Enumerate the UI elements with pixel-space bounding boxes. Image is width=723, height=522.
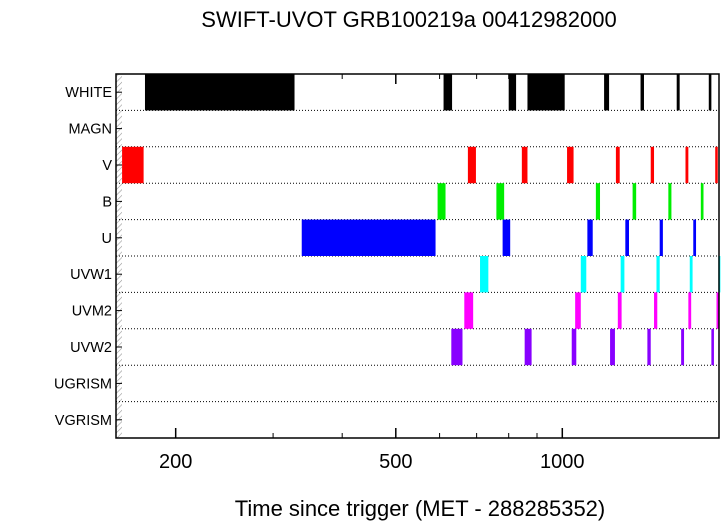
exposure-bar-u	[659, 219, 663, 256]
exposure-bar-uvw1	[620, 256, 625, 293]
exposure-bar-b	[595, 183, 601, 220]
exposure-bar-uvw1	[656, 256, 660, 293]
exposure-bar-b	[700, 183, 704, 220]
row-label-white: WHITE	[65, 85, 112, 101]
exposure-bar-b	[496, 183, 505, 220]
row-labels: WHITE MAGN V B U UVW1 UVM2 UVW2 UGRISM VGRISM	[54, 85, 122, 429]
exposure-bar-uvw2	[571, 328, 577, 366]
exposure-bar-b	[668, 183, 672, 220]
row-label-b: B	[102, 194, 112, 210]
plot-area: WHITE MAGN V B U UVW1 UVM2 UVW2 UGRISM VGRISM 200…	[54, 73, 721, 473]
exposure-bar-uvm2	[688, 292, 692, 329]
plot-frame	[115, 73, 720, 439]
exposure-bar-uvw1	[480, 256, 489, 293]
exposure-bar-u	[693, 219, 697, 256]
row-label-magn: MAGN	[69, 122, 113, 138]
exposure-bar-uvw2	[451, 328, 463, 366]
exposure-bar-v	[715, 146, 718, 184]
exposure-bar-u	[625, 219, 629, 256]
row-label-uvw2: UVW2	[70, 340, 112, 356]
exposure-bar-white	[508, 74, 517, 111]
row-label-v: V	[102, 158, 112, 174]
x-tick-label: 1000	[540, 451, 585, 473]
exposure-bar-v	[467, 146, 476, 184]
row-label-uvm2: UVM2	[72, 304, 112, 320]
exposure-bar-uvw1	[689, 256, 693, 293]
exposure-bar-u	[587, 219, 593, 256]
row-label-ugrism: UGRISM	[54, 376, 112, 392]
x-tick-label: 500	[379, 451, 412, 473]
exposure-bar-white	[144, 74, 295, 111]
exposure-bar-uvw2	[647, 328, 651, 366]
exposure-bar-white	[708, 74, 712, 111]
row-label-uvw1: UVW1	[70, 267, 112, 283]
exposure-bar-uvw2	[711, 328, 714, 366]
exposure-bar-v	[615, 146, 620, 184]
exposure-bar-v	[650, 146, 655, 184]
exposure-bar-u	[502, 219, 511, 256]
exposure-bar-white	[604, 74, 610, 111]
exposure-bar-b	[632, 183, 637, 220]
exposure-bar-u	[301, 219, 436, 256]
exposure-bar-white	[443, 74, 453, 111]
exposure-bar-uvw2	[610, 328, 615, 366]
chart-title: SWIFT-UVOT GRB100219a 00412982000	[201, 7, 616, 32]
exposure-bar-uvw1	[580, 256, 587, 293]
exposure-bar-white	[527, 74, 565, 111]
exposure-bar-uvm2	[654, 292, 658, 329]
exposure-bar-uvm2	[575, 292, 581, 329]
exposure-bar-uvm2	[617, 292, 622, 329]
exposure-bar-white	[640, 74, 644, 111]
exposure-bar-v	[685, 146, 689, 184]
exposure-bar-v	[567, 146, 574, 184]
exposure-bar-uvw2	[681, 328, 685, 366]
exposure-bar-uvm2	[464, 292, 474, 329]
x-axis-ticks: 200 500 1000	[159, 74, 585, 473]
exposure-bar-v	[122, 146, 144, 184]
x-tick-label: 200	[159, 451, 192, 473]
row-label-u: U	[102, 231, 112, 247]
exposure-bar-white	[676, 74, 680, 111]
exposure-bar-uvw2	[524, 328, 532, 366]
x-axis-label: Time since trigger (MET - 288285352)	[235, 496, 606, 521]
exposure-bar-v	[521, 146, 528, 184]
row-label-vgrism: VGRISM	[55, 413, 112, 429]
exposure-bar-uvm2	[716, 292, 719, 329]
exposure-bars	[122, 74, 721, 366]
exposure-bar-b	[437, 183, 446, 220]
